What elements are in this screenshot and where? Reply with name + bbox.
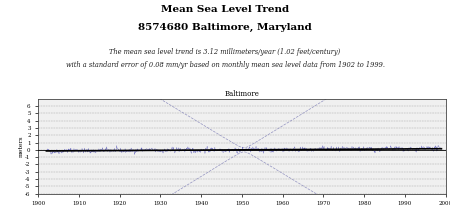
Y-axis label: meters: meters (19, 135, 24, 157)
Title: Baltimore: Baltimore (225, 90, 259, 98)
Text: Mean Sea Level Trend: Mean Sea Level Trend (161, 5, 289, 14)
Text: with a standard error of 0.08 mm/yr based on monthly mean sea level data from 19: with a standard error of 0.08 mm/yr base… (66, 61, 384, 69)
Text: The mean sea level trend is 3.12 millimeters/year (1.02 feet/century): The mean sea level trend is 3.12 millime… (109, 48, 341, 56)
Text: 8574680 Baltimore, Maryland: 8574680 Baltimore, Maryland (138, 23, 312, 32)
